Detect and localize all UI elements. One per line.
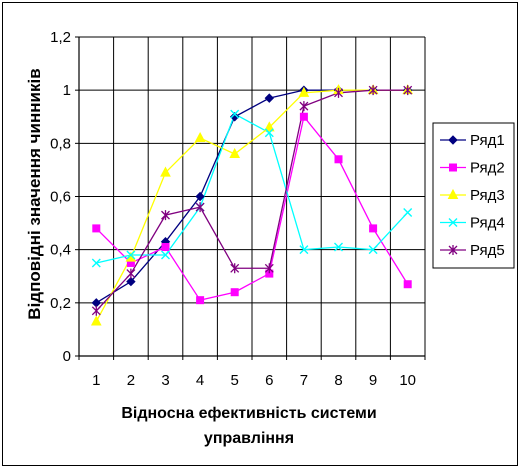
data-point — [299, 245, 309, 255]
data-point — [92, 224, 101, 233]
x-tick-label: 2 — [127, 372, 135, 389]
data-point — [91, 305, 101, 316]
x-tick-label: 6 — [265, 372, 273, 389]
data-point — [264, 128, 274, 138]
data-point — [403, 207, 413, 217]
y-tick-label: 1 — [63, 82, 71, 99]
data-point — [126, 268, 136, 279]
data-point — [196, 296, 205, 305]
data-point — [369, 224, 378, 233]
data-point — [161, 243, 170, 252]
data-point — [126, 250, 136, 260]
legend-label: Ряд2 — [470, 160, 505, 177]
data-point — [195, 202, 205, 213]
data-point — [403, 280, 412, 289]
data-point — [90, 315, 102, 326]
legend-marker — [447, 188, 459, 199]
chart-frame: 0 0,2 0,4 0,6 0,8 1 1,2 1 2 3 4 5 6 7 8 9 10 Відповідні… — [2, 2, 518, 466]
data-point — [230, 109, 240, 119]
legend-marker — [448, 218, 458, 227]
line-chart: 0 0,2 0,4 0,6 0,8 1 1,2 1 2 3 4 5 6 7 8 9 10 Відповідні… — [25, 29, 515, 447]
series-line-5 — [95, 89, 408, 312]
data-point — [195, 191, 205, 202]
data-point — [264, 263, 274, 274]
data-point — [230, 288, 239, 297]
data-point — [125, 251, 137, 262]
series-lines — [95, 89, 409, 322]
data-point — [161, 250, 170, 260]
data-point — [298, 86, 310, 97]
data-point — [230, 263, 240, 274]
legend-marker — [448, 245, 458, 255]
x-tick-label: 1 — [92, 372, 100, 389]
y-tick-label: 1,2 — [50, 29, 71, 46]
data-point — [368, 85, 378, 96]
x-tick-label: 10 — [399, 372, 416, 389]
x-tick-label: 4 — [196, 372, 204, 389]
y-tick-label: 0 — [63, 348, 71, 365]
y-tick-label: 0,6 — [50, 189, 71, 206]
data-point — [299, 101, 309, 112]
data-point — [229, 112, 240, 122]
legend-marker — [448, 135, 458, 145]
y-tick-labels: 0 0,2 0,4 0,6 0,8 1 1,2 — [50, 29, 71, 365]
data-point — [194, 131, 206, 143]
data-point — [160, 166, 171, 177]
x-tick-label: 8 — [334, 372, 342, 389]
data-point — [161, 210, 170, 221]
series-line-4 — [96, 113, 409, 264]
legend-label: Ряд1 — [470, 132, 505, 149]
axes — [75, 36, 426, 360]
data-point — [263, 121, 275, 132]
x-tick-label: 7 — [300, 372, 308, 389]
x-axis-label-line-1: Відносна ефективність системи — [121, 405, 376, 422]
data-point — [126, 276, 136, 287]
legend-marker — [449, 163, 457, 172]
data-point — [403, 85, 413, 96]
data-point — [299, 112, 308, 121]
y-axis-label: Відповідні значення чинників — [25, 68, 44, 319]
data-point — [334, 242, 343, 252]
x-tick-label: 9 — [369, 372, 377, 389]
x-tick-label: 3 — [161, 372, 169, 389]
data-point — [229, 147, 241, 158]
data-point — [368, 245, 378, 255]
data-point — [264, 93, 275, 103]
x-axis-label-line-2: управління — [204, 430, 294, 447]
x-tick-label: 5 — [231, 372, 239, 389]
series-markers — [90, 84, 414, 326]
legend-label: Ряд4 — [470, 215, 505, 232]
y-tick-label: 0,4 — [50, 242, 71, 259]
data-point — [91, 298, 102, 308]
series-line-3 — [95, 89, 408, 322]
x-tick-labels: 1 2 3 4 5 6 7 8 9 10 — [92, 372, 416, 389]
legend-label: Ряд3 — [470, 187, 505, 204]
data-point — [334, 87, 343, 98]
data-point — [334, 155, 343, 164]
legend-label: Ряд5 — [470, 242, 505, 259]
data-point — [91, 258, 101, 268]
y-tick-label: 0,8 — [50, 135, 71, 152]
legend: Ряд1 Ряд2 Ряд3 Ряд4 Ряд5 — [432, 122, 515, 269]
y-tick-label: 0,2 — [50, 295, 71, 312]
